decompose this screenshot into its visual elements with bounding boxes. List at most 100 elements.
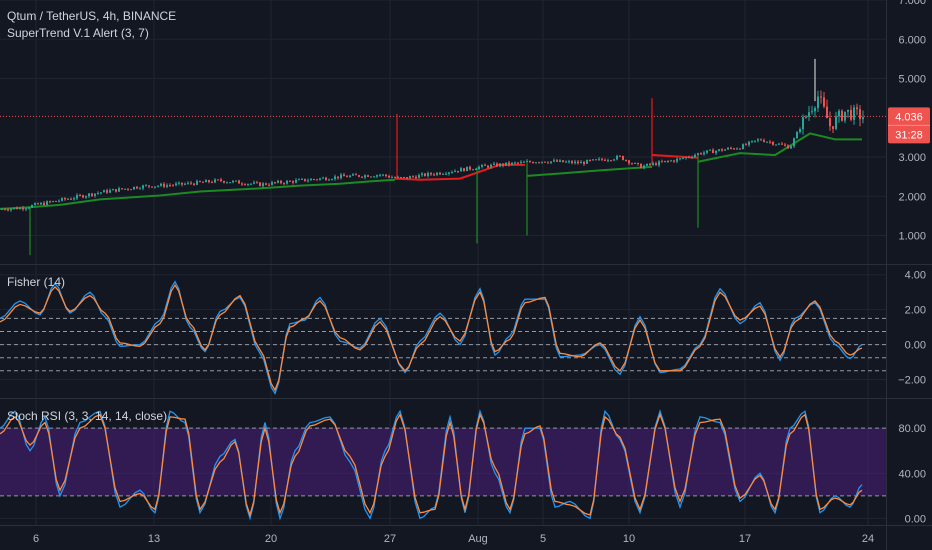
candle-body xyxy=(256,182,258,184)
candle-body xyxy=(607,160,609,162)
candle-body xyxy=(832,126,834,129)
candle-body xyxy=(322,177,324,179)
candle-body xyxy=(430,172,432,175)
candle-body xyxy=(775,144,777,146)
candle-body xyxy=(88,193,90,197)
candle-body xyxy=(310,179,312,181)
candle-body xyxy=(391,177,393,179)
candle-body xyxy=(640,163,642,169)
candle-body xyxy=(190,182,192,184)
candle-body xyxy=(448,172,450,174)
candle-body xyxy=(61,198,63,201)
candle-body xyxy=(760,139,762,141)
candle-body xyxy=(619,155,621,157)
candle-body xyxy=(493,163,495,165)
supertrend-legend[interactable]: SuperTrend V.1 Alert (3, 7) xyxy=(7,26,149,40)
candle-body xyxy=(172,185,174,187)
candle-body xyxy=(799,129,801,132)
candle-body xyxy=(94,193,96,196)
stoch-d-line xyxy=(0,412,863,518)
candle-body xyxy=(556,160,558,162)
candle-body xyxy=(610,160,612,162)
candle-body xyxy=(340,174,342,179)
candle-body xyxy=(586,159,588,164)
candle-body xyxy=(550,161,552,163)
candle-body xyxy=(208,180,210,183)
candles xyxy=(1,90,864,212)
candle-body xyxy=(766,141,768,143)
candle-body xyxy=(286,180,288,184)
symbol-title[interactable]: Qtum / TetherUS, 4h, BINANCE xyxy=(7,9,176,23)
stoch-rsi-legend[interactable]: Stoch RSI (3, 3, 14, 14, close) xyxy=(7,409,167,423)
candle-body xyxy=(289,180,291,182)
candle-body xyxy=(568,161,570,163)
price-pane[interactable] xyxy=(0,58,886,256)
candle-body xyxy=(553,160,555,162)
fisher-pane[interactable] xyxy=(0,280,863,396)
candle-body xyxy=(592,159,594,161)
candle-body xyxy=(820,96,822,98)
candle-body xyxy=(1,208,3,210)
stoch-rsi-axis[interactable]: 80.00 40.00 0.00 xyxy=(898,423,926,525)
candle-body xyxy=(121,188,123,190)
candle-body xyxy=(475,169,477,171)
time-tick-label: 20 xyxy=(265,533,277,545)
candle-body xyxy=(82,195,84,198)
candle-body xyxy=(109,190,111,193)
candle-body xyxy=(388,175,390,178)
candle-body xyxy=(682,158,684,160)
candle-body xyxy=(712,149,714,154)
candle-body xyxy=(451,171,453,173)
candle-body xyxy=(238,180,240,184)
candle-body xyxy=(205,180,207,183)
price-axis[interactable]: 7.000 6.000 5.000 3.000 2.000 1.000 xyxy=(898,0,926,243)
stoch-rsi-pane[interactable] xyxy=(0,409,863,521)
candle-body xyxy=(490,164,492,168)
candle-body xyxy=(97,192,99,194)
candle-body xyxy=(199,180,201,182)
candle-body xyxy=(175,183,177,186)
time-tick-label: 10 xyxy=(623,533,635,545)
candle-body xyxy=(511,162,513,165)
candle-body xyxy=(187,182,189,184)
candle-body xyxy=(406,177,408,179)
candle-body xyxy=(721,149,723,151)
candle-body xyxy=(400,177,402,179)
fisher-legend[interactable]: Fisher (14) xyxy=(7,275,65,289)
candle-body xyxy=(811,111,813,113)
fisher-axis[interactable]: 4.00 2.00 0.00 −2.00 xyxy=(898,270,926,387)
candle-body xyxy=(793,138,795,147)
candle-body xyxy=(37,203,39,205)
candle-body xyxy=(343,174,345,177)
candle-body xyxy=(754,140,756,142)
candle-body xyxy=(778,143,780,145)
candle-body xyxy=(481,164,483,167)
candle-body xyxy=(241,183,243,185)
candle-body xyxy=(796,131,798,139)
candle-body xyxy=(835,116,837,129)
candle-body xyxy=(193,183,195,185)
time-axis[interactable]: 6 13 20 27 Aug 5 10 17 24 xyxy=(33,533,874,545)
supertrend-up-line xyxy=(697,132,862,163)
candle-body xyxy=(268,184,270,186)
candle-body xyxy=(16,207,18,210)
candle-body xyxy=(382,174,384,176)
candle-body xyxy=(235,180,237,182)
candle-body xyxy=(535,162,537,164)
candle-body xyxy=(151,186,153,188)
candle-body xyxy=(784,144,786,146)
candle-body xyxy=(361,176,363,178)
candle-body xyxy=(130,189,132,191)
candle-body xyxy=(106,190,108,193)
candle-body xyxy=(55,200,57,202)
candle-body xyxy=(163,183,165,187)
supertrend-up-line xyxy=(526,165,653,177)
candle-body xyxy=(787,145,789,149)
candle-body xyxy=(547,162,549,164)
bar-countdown: 31:28 xyxy=(895,129,923,141)
candle-body xyxy=(685,156,687,159)
candle-body xyxy=(31,205,33,208)
candle-body xyxy=(499,163,501,167)
fisher-tick-label: 0.00 xyxy=(905,340,926,352)
